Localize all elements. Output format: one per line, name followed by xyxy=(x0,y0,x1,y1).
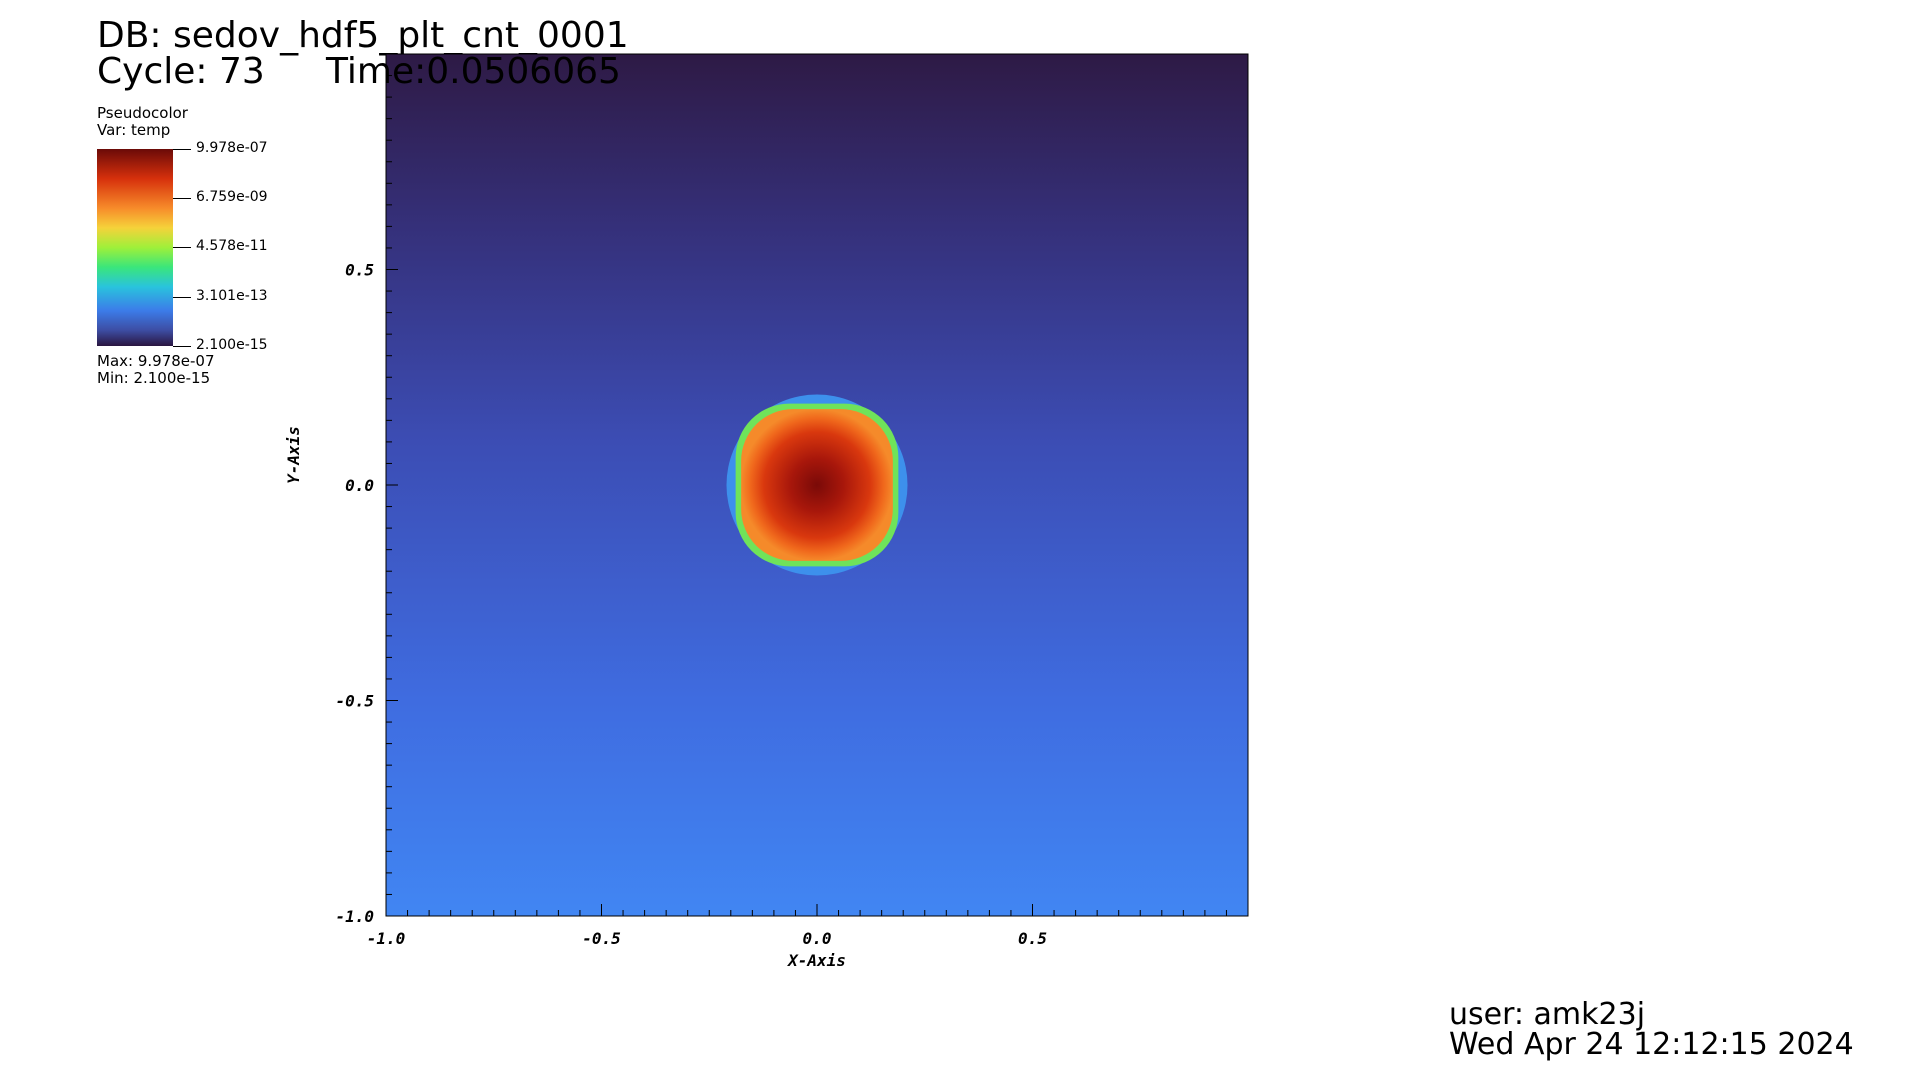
colorbar-tick xyxy=(173,247,191,248)
time-label: Time:0.0506065 xyxy=(326,51,621,92)
colorbar-tick xyxy=(173,297,191,298)
x-tick-label: 0.5 xyxy=(1018,929,1047,948)
date-label: Wed Apr 24 12:12:15 2024 xyxy=(1449,1027,1854,1062)
colorbar-label: 9.978e-07 xyxy=(196,140,268,156)
colorbar xyxy=(97,149,173,346)
legend-max: Max: 9.978e-07 xyxy=(97,352,215,370)
y-axis-label: Y-Axis xyxy=(284,426,303,484)
blast-wave xyxy=(726,394,908,576)
legend-min: Min: 2.100e-15 xyxy=(97,369,211,387)
colorbar-tick xyxy=(173,149,191,150)
colorbar-label: 4.578e-11 xyxy=(196,238,268,254)
user-label: user: amk23j xyxy=(1449,997,1646,1032)
x-axis-label: X-Axis xyxy=(786,951,846,970)
x-tick-label: -1.0 xyxy=(367,929,406,948)
colorbar-tick xyxy=(173,198,191,199)
hot-core xyxy=(741,409,893,561)
db-label: DB: sedov_hdf5_plt_cnt_0001 xyxy=(97,15,629,56)
y-tick-label: 0.0 xyxy=(345,476,374,495)
axes: -1.0 -0.5 0.0 0.5 -1.0 -0.5 0.0 0.5 X-Axis Y-Axis xyxy=(284,53,1249,970)
colorbar-tick xyxy=(173,346,191,347)
y-tick-label: -0.5 xyxy=(335,692,374,711)
colorbar-label: 3.101e-13 xyxy=(196,288,268,304)
legend-var: Var: temp xyxy=(97,121,171,139)
colorbar-label: 6.759e-09 xyxy=(196,189,268,205)
y-tick-label: -1.0 xyxy=(335,907,374,926)
cycle-label: Cycle: 73 xyxy=(97,51,265,92)
x-tick-label: -0.5 xyxy=(582,929,621,948)
legend-title: Pseudocolor xyxy=(97,104,188,122)
colorbar-label: 2.100e-15 xyxy=(196,337,268,353)
y-tick-label: 0.5 xyxy=(345,261,374,280)
x-tick-label: 0.0 xyxy=(803,929,832,948)
